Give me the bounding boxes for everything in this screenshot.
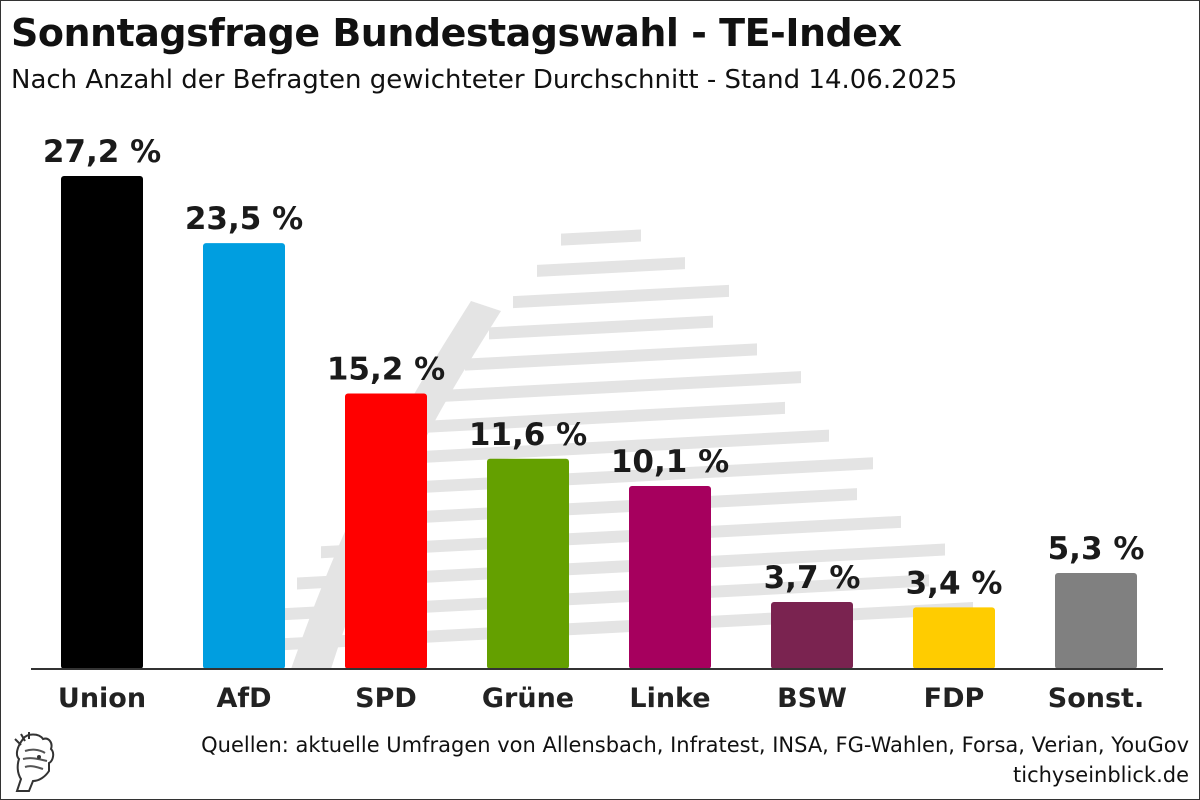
bar-0 (61, 176, 143, 669)
watermark-rib (561, 229, 641, 246)
bar-4 (629, 485, 711, 669)
bar-6 (913, 607, 995, 669)
value-label-3: 11,6 % (469, 417, 587, 453)
labels-layer: 27,2 % Union 23,5 % AfD 15,2 % SPD 11,6 % Grüne… (43, 134, 1145, 714)
watermark-rib (513, 284, 729, 309)
category-label-5: BSW (777, 683, 847, 714)
watermark-rib (441, 371, 801, 402)
value-label-7: 5,3 % (1048, 531, 1145, 567)
site-credit: tichyseinblick.de (1013, 763, 1189, 787)
source-note: Quellen: aktuelle Umfragen von Allensbac… (201, 733, 1189, 757)
value-label-5: 3,7 % (764, 560, 861, 596)
watermark-rib (465, 343, 757, 371)
chart-subtitle: Nach Anzahl der Befragten gewichteter Du… (11, 65, 958, 95)
bars-layer (61, 176, 1137, 669)
category-label-0: Union (58, 683, 146, 714)
category-label-6: FDP (924, 683, 985, 714)
watermark-rib (537, 257, 685, 277)
bar-7 (1055, 572, 1137, 669)
chart-title: Sonntagsfrage Bundestagswahl - TE-Index (11, 11, 902, 55)
watermark-rib (273, 574, 929, 621)
bar-3 (487, 458, 569, 669)
value-label-2: 15,2 % (327, 352, 445, 388)
watermark-rib (297, 543, 945, 590)
category-label-4: Linke (629, 683, 710, 714)
value-label-4: 10,1 % (611, 444, 729, 480)
watermark-rib (393, 429, 829, 465)
watermark-rib (417, 401, 785, 434)
watermark-rib (489, 315, 713, 340)
bar-2 (345, 393, 427, 669)
category-label-7: Sonst. (1048, 683, 1144, 714)
hermes-head-logo (14, 732, 55, 792)
value-label-0: 27,2 % (43, 134, 161, 170)
category-label-1: AfD (216, 683, 271, 714)
value-label-1: 23,5 % (185, 201, 303, 237)
bar-5 (771, 601, 853, 669)
watermark-rib (321, 515, 901, 559)
category-label-3: Grüne (482, 683, 574, 714)
bar-1 (203, 243, 285, 669)
value-label-6: 3,4 % (906, 565, 1003, 601)
watermark-rib (345, 488, 857, 527)
category-label-2: SPD (355, 683, 417, 714)
